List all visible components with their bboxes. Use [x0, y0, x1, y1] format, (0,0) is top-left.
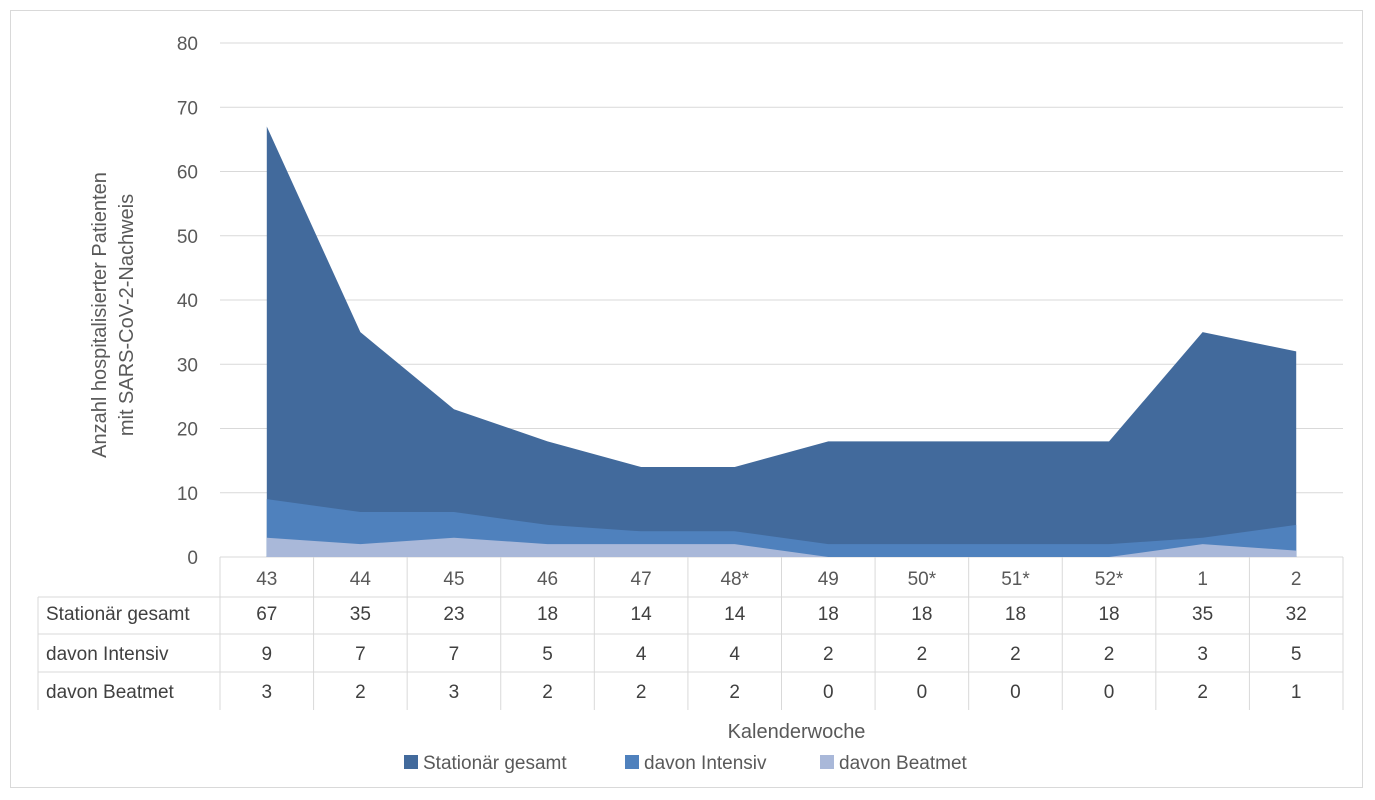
table-cell: 0 — [917, 682, 928, 703]
table-cell: 18 — [537, 604, 558, 625]
x-tick-label: 52* — [1095, 569, 1124, 590]
table-cell: 67 — [256, 604, 277, 625]
table-cell: 2 — [917, 644, 928, 665]
table-cell: 0 — [1010, 682, 1021, 703]
area-series — [266, 126, 1297, 558]
table-cell: 0 — [1104, 682, 1115, 703]
area-2 — [266, 499, 1297, 557]
table-cell: 18 — [1098, 604, 1119, 625]
table-cell: 9 — [262, 644, 273, 665]
table-cell: 2 — [823, 644, 834, 665]
table-cell: 35 — [1192, 604, 1213, 625]
table-cell: 2 — [355, 682, 366, 703]
table-cell: 14 — [724, 604, 746, 625]
x-tick-label: 45 — [443, 569, 464, 590]
table-cell: 32 — [1286, 604, 1307, 625]
table-cell: 2 — [1197, 682, 1208, 703]
x-tick-label: 49 — [818, 569, 839, 590]
legend-swatch — [820, 755, 834, 769]
y-tick-label: 70 — [177, 98, 198, 119]
table-cell: 18 — [1005, 604, 1026, 625]
table-cell: 0 — [823, 682, 834, 703]
table-cell: 5 — [542, 644, 553, 665]
table-cell: 4 — [729, 644, 740, 665]
legend: Stationär gesamt davon Intensiv davon Beat… — [404, 753, 968, 774]
x-tick-label: 48* — [720, 569, 749, 590]
x-tick-label: 1 — [1197, 569, 1208, 590]
table-cell: 18 — [911, 604, 932, 625]
x-tick-label: 50* — [908, 569, 937, 590]
y-axis-title: Anzahl hospitalisierter Patienten mit SAR… — [89, 172, 138, 458]
table-cell: 3 — [449, 682, 460, 703]
table-cell: 2 — [1010, 644, 1021, 665]
y-tick-label: 0 — [187, 548, 198, 569]
table-cell: 1 — [1291, 682, 1302, 703]
y-axis-ticks: 0 10 20 30 40 50 60 70 80 — [177, 34, 198, 569]
y-axis-title-line: Anzahl hospitalisierter Patienten — [89, 172, 111, 458]
y-tick-label: 30 — [177, 355, 198, 376]
x-tick-label: 51* — [1001, 569, 1030, 590]
x-axis-title: Kalenderwoche — [728, 721, 866, 743]
legend-label: davon Intensiv — [644, 753, 767, 774]
y-tick-label: 40 — [177, 291, 198, 312]
table-cell: 2 — [542, 682, 553, 703]
table-cell: 2 — [1104, 644, 1115, 665]
table-cell: 7 — [355, 644, 366, 665]
area-3 — [266, 537, 1297, 557]
x-tick-label: 2 — [1291, 569, 1302, 590]
table-cell: 7 — [449, 644, 460, 665]
x-tick-label: 43 — [256, 569, 277, 590]
x-tick-label: 46 — [537, 569, 558, 590]
legend-swatch — [404, 755, 418, 769]
legend-label: davon Beatmet — [839, 753, 968, 774]
chart-frame — [10, 10, 1363, 788]
table-row-label: Stationär gesamt — [46, 604, 190, 625]
table-cell: 2 — [729, 682, 740, 703]
table-cell: 2 — [636, 682, 647, 703]
table-cell: 23 — [443, 604, 464, 625]
y-tick-label: 10 — [177, 484, 198, 505]
table-cell: 3 — [262, 682, 273, 703]
table-row-label: davon Beatmet — [46, 682, 175, 703]
x-tick-label: 44 — [350, 569, 372, 590]
area-1 — [266, 126, 1297, 558]
table-cell: 14 — [631, 604, 653, 625]
table-row-label: davon Intensiv — [46, 644, 169, 665]
x-tick-label: 47 — [631, 569, 652, 590]
table-cell: 18 — [818, 604, 839, 625]
y-axis-title-line: mit SARS-CoV-2-Nachweis — [116, 194, 138, 436]
y-tick-label: 50 — [177, 227, 198, 248]
table-cell: 4 — [636, 644, 647, 665]
y-tick-label: 80 — [177, 34, 198, 55]
legend-label: Stationär gesamt — [423, 753, 567, 774]
table-cell: 35 — [350, 604, 371, 625]
legend-swatch — [625, 755, 639, 769]
table-cell: 3 — [1197, 644, 1208, 665]
y-tick-label: 20 — [177, 420, 198, 441]
y-tick-label: 60 — [177, 163, 198, 184]
table-cell: 5 — [1291, 644, 1302, 665]
